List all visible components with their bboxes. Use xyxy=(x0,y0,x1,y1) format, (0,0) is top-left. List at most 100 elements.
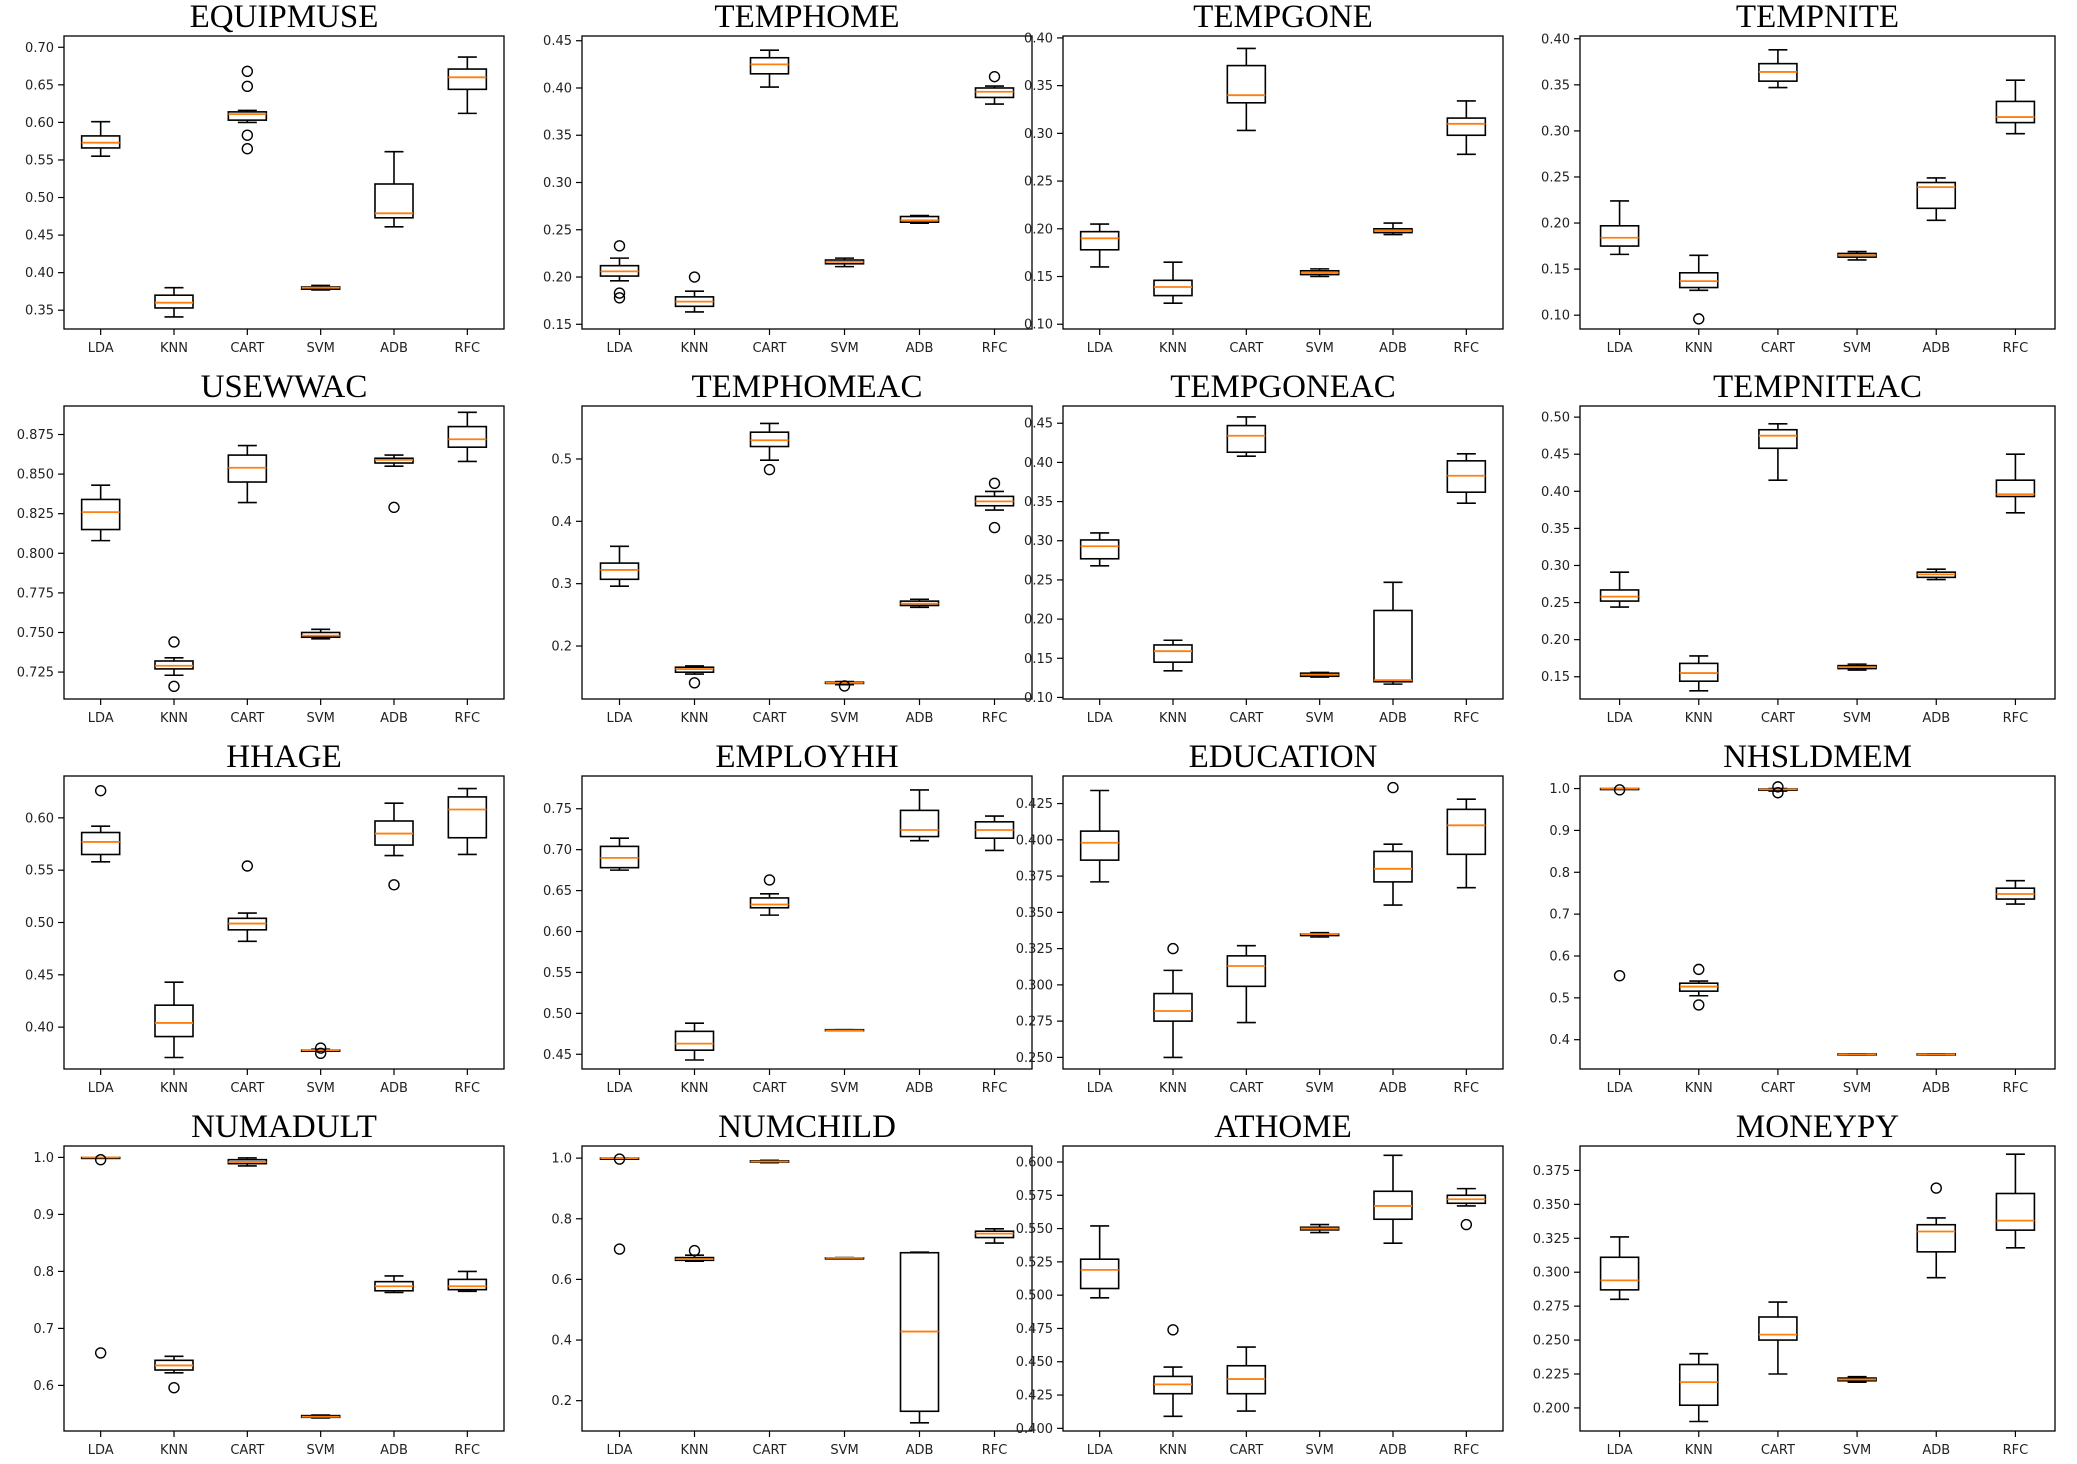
box-svm xyxy=(300,1414,341,1419)
box-svm xyxy=(824,1028,865,1032)
y-tick-label: 0.9 xyxy=(1549,824,1570,839)
x-tick-label: CART xyxy=(1761,341,1795,356)
box-cart xyxy=(1226,416,1267,457)
outlier-point xyxy=(314,1047,327,1060)
iqr-box xyxy=(1226,424,1267,454)
chart-title: NUMCHILD xyxy=(718,1109,896,1145)
y-tick-label: 0.7 xyxy=(1549,908,1570,923)
x-tick-label: RFC xyxy=(2003,1081,2029,1096)
y-tick-label: 0.400 xyxy=(1016,1422,1053,1437)
x-tick-label: CART xyxy=(1761,711,1795,726)
x-tick-label: CART xyxy=(753,341,787,356)
box-cart xyxy=(1758,781,1798,799)
y-tick-label: 0.8 xyxy=(551,1212,572,1227)
y-tick-label: 0.70 xyxy=(543,843,572,858)
iqr-box xyxy=(1373,850,1413,883)
iqr-box xyxy=(1678,271,1719,289)
box-cart xyxy=(1226,1346,1267,1412)
box-lda xyxy=(1079,532,1120,567)
iqr-box xyxy=(1226,955,1267,988)
box-svm xyxy=(824,680,865,692)
outlier-point xyxy=(988,521,1001,534)
box-adb xyxy=(1916,177,1957,222)
chart-nhsldmem: NHSLDMEM 0.4 0.5 0.6 0.7 0.8 0.9 1.0 LDA KNN CART S… xyxy=(1549,739,2056,1096)
plot-frame xyxy=(1062,775,1504,1070)
chart-title: TEMPGONE xyxy=(1193,0,1373,35)
chart-tempniteac: TEMPNITEAC 0.15 0.20 0.25 0.30 0.35 0.40 0.45 0.… xyxy=(1541,369,2056,726)
plot-frame xyxy=(1579,405,2056,700)
x-tick-label: ADB xyxy=(1922,1443,1950,1458)
chart-title: TEMPNITE xyxy=(1736,0,1899,35)
iqr-box xyxy=(974,87,1015,99)
box-lda xyxy=(599,837,640,871)
y-tick-label: 0.350 xyxy=(1533,1198,1570,1213)
x-tick-label: SVM xyxy=(1843,341,1871,356)
y-tick-label: 0.15 xyxy=(1541,263,1570,278)
iqr-box xyxy=(1079,1258,1120,1290)
box-adb xyxy=(1916,1053,1957,1056)
box-knn xyxy=(1153,261,1193,305)
box-knn xyxy=(154,636,194,693)
y-tick-label: 0.45 xyxy=(25,968,54,983)
x-tick-label: SVM xyxy=(306,1443,334,1458)
x-tick-label: RFC xyxy=(2003,1443,2029,1458)
box-knn xyxy=(1153,639,1193,672)
box-rfc xyxy=(1446,1187,1487,1231)
x-tick-label: SVM xyxy=(1305,1081,1333,1096)
y-tick-label: 0.275 xyxy=(1533,1300,1570,1315)
box-rfc xyxy=(974,477,1015,534)
plot-frame xyxy=(1579,775,2056,1070)
chart-title: NHSLDMEM xyxy=(1723,739,1912,775)
chart-tempgoneac: TEMPGONEAC 0.10 0.15 0.20 0.25 0.30 0.35 0.40 0.… xyxy=(1024,369,1504,726)
outlier-point xyxy=(763,463,776,476)
box-svm xyxy=(1299,268,1340,278)
y-tick-label: 0.20 xyxy=(1024,613,1053,628)
chart-temphome: TEMPHOME 0.15 0.20 0.25 0.30 0.35 0.40 0.45 LDA K… xyxy=(543,0,1033,356)
y-tick-label: 0.30 xyxy=(1024,534,1053,549)
x-tick-label: ADB xyxy=(380,1081,408,1096)
iqr-box xyxy=(374,183,414,219)
x-tick-label: LDA xyxy=(1087,711,1113,726)
chart-title: TEMPNITEAC xyxy=(1713,369,1922,405)
outlier-point xyxy=(1460,1218,1473,1231)
outlier-point xyxy=(1613,784,1626,796)
box-knn xyxy=(1678,1352,1719,1423)
box-lda xyxy=(1599,200,1640,256)
outlier-point xyxy=(688,677,701,689)
x-tick-label: RFC xyxy=(1454,1443,1480,1458)
y-tick-label: 0.40 xyxy=(25,1021,54,1036)
iqr-box xyxy=(599,562,640,581)
x-tick-label: KNN xyxy=(1685,341,1713,356)
x-tick-label: ADB xyxy=(1379,1443,1407,1458)
y-tick-label: 0.2 xyxy=(551,1394,572,1409)
y-tick-label: 0.600 xyxy=(1016,1155,1053,1170)
box-lda xyxy=(1599,784,1640,982)
y-tick-label: 0.40 xyxy=(25,266,54,281)
box-svm xyxy=(1299,671,1340,678)
outlier-point xyxy=(94,1347,107,1359)
chart-title: EDUCATION xyxy=(1189,739,1378,775)
y-tick-label: 0.6 xyxy=(33,1379,54,1394)
chart-title: ATHOME xyxy=(1214,1109,1352,1145)
x-tick-label: RFC xyxy=(982,711,1008,726)
y-tick-label: 0.5 xyxy=(1549,991,1570,1006)
y-tick-label: 0.15 xyxy=(543,318,572,333)
y-tick-label: 0.30 xyxy=(1541,124,1570,139)
plot-frame xyxy=(1579,35,2056,330)
box-adb xyxy=(899,598,940,609)
x-tick-label: SVM xyxy=(1305,341,1333,356)
outlier-point xyxy=(838,680,851,692)
outlier-point xyxy=(1387,781,1399,794)
y-tick-label: 0.45 xyxy=(1541,448,1570,463)
x-tick-label: KNN xyxy=(681,1443,709,1458)
box-knn xyxy=(674,1022,715,1061)
box-cart xyxy=(749,49,790,88)
x-tick-label: SVM xyxy=(1843,1443,1871,1458)
x-tick-label: CART xyxy=(1761,1443,1795,1458)
iqr-box xyxy=(1916,181,1957,210)
y-tick-label: 0.45 xyxy=(25,229,54,244)
x-tick-label: ADB xyxy=(380,711,408,726)
box-rfc xyxy=(1995,453,2036,514)
iqr-box xyxy=(749,431,790,448)
x-tick-label: ADB xyxy=(906,711,934,726)
